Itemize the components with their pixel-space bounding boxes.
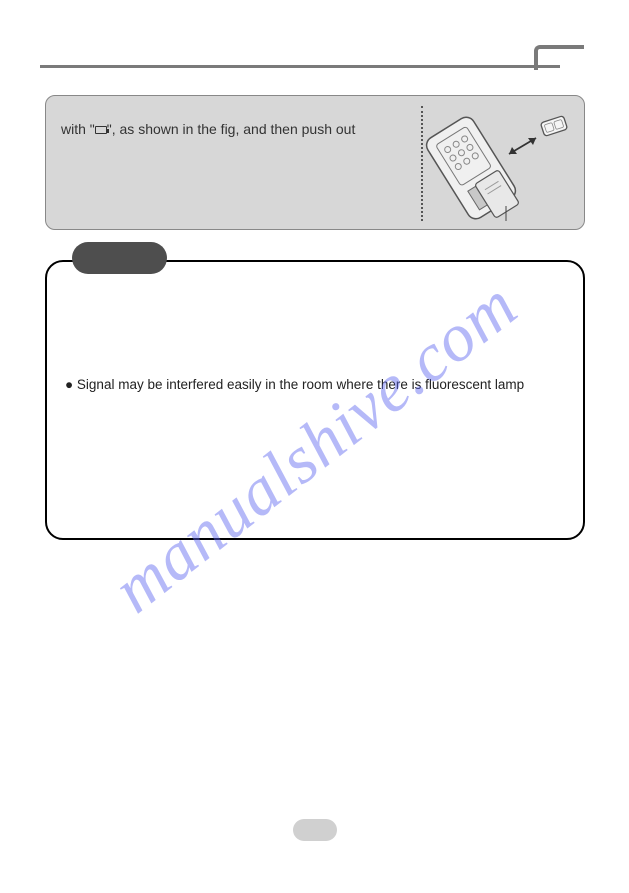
remote-diagram [424,106,574,221]
dotted-separator [421,106,423,221]
instruction-text: with " ", as shown in the fig, and then p… [61,121,355,137]
note-text: ● Signal may be interfered easily in the… [65,377,524,392]
instruction-box: with " ", as shown in the fig, and then p… [45,95,585,230]
bullet: ● [65,377,73,392]
note-box: ● Signal may be interfered easily in the… [45,260,585,540]
note-tab [72,242,167,274]
battery-icon [95,126,107,134]
text-prefix: with " [61,121,95,137]
header-rule [40,65,560,68]
text-suffix: ", as shown in the fig, and then push ou… [107,121,356,137]
page-badge [293,819,337,841]
note-body: Signal may be interfered easily in the r… [77,377,524,392]
